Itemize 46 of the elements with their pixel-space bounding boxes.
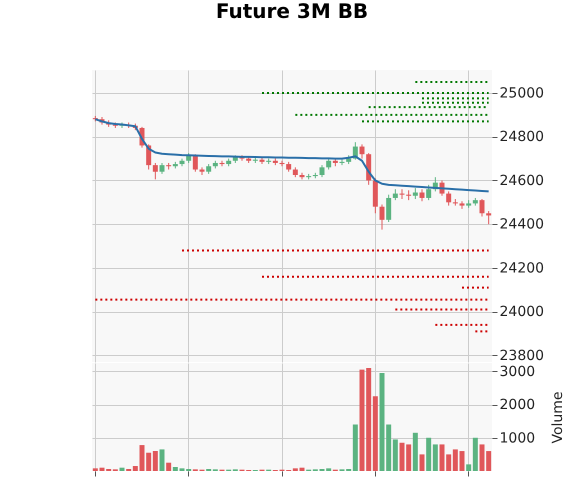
candlestick <box>326 158 332 170</box>
y-tick-label: 24200 <box>500 260 544 276</box>
bar <box>472 438 478 471</box>
candlestick <box>446 190 452 206</box>
candlestick <box>380 204 384 230</box>
bar <box>120 468 124 471</box>
candlestick <box>392 188 398 201</box>
candlestick <box>426 184 432 201</box>
bar <box>432 444 438 471</box>
bar <box>466 464 472 471</box>
candlestick <box>400 188 404 200</box>
candlestick <box>386 194 392 223</box>
candlestick <box>192 154 198 172</box>
candlestick <box>292 166 298 178</box>
bar <box>412 432 418 471</box>
chart-title: Future 3M BB <box>216 0 368 23</box>
bar <box>420 454 424 471</box>
candlestick <box>160 162 164 174</box>
y-tick-label: 24800 <box>500 129 544 146</box>
candlestick <box>206 164 212 174</box>
bar <box>426 438 432 471</box>
candlestick <box>486 210 492 225</box>
candlestick <box>152 162 158 180</box>
candlestick <box>360 144 364 160</box>
candlestick <box>406 190 412 201</box>
bar <box>166 462 172 471</box>
bar <box>152 451 158 471</box>
bar <box>392 439 398 471</box>
candlestick <box>480 198 484 218</box>
candlestick <box>286 161 292 172</box>
y-tick-label: 23800 <box>500 348 544 364</box>
y-tick-label: 1000 <box>500 430 536 446</box>
bar <box>372 396 378 471</box>
y-tick-label: 24400 <box>500 216 544 233</box>
y-tick-label: 25000 <box>500 85 544 102</box>
y-axis-title: Volume <box>550 391 566 444</box>
bar <box>160 449 164 471</box>
y-tick-label: 24600 <box>500 172 544 189</box>
y-tick-label: 3000 <box>500 364 536 380</box>
line-series <box>94 118 490 192</box>
bar <box>352 424 358 471</box>
y-tick-label: 24000 <box>500 304 544 320</box>
candlestick <box>320 164 324 178</box>
y-tick-label: 2000 <box>500 397 536 414</box>
candlestick <box>420 188 424 202</box>
candlestick <box>412 188 418 200</box>
